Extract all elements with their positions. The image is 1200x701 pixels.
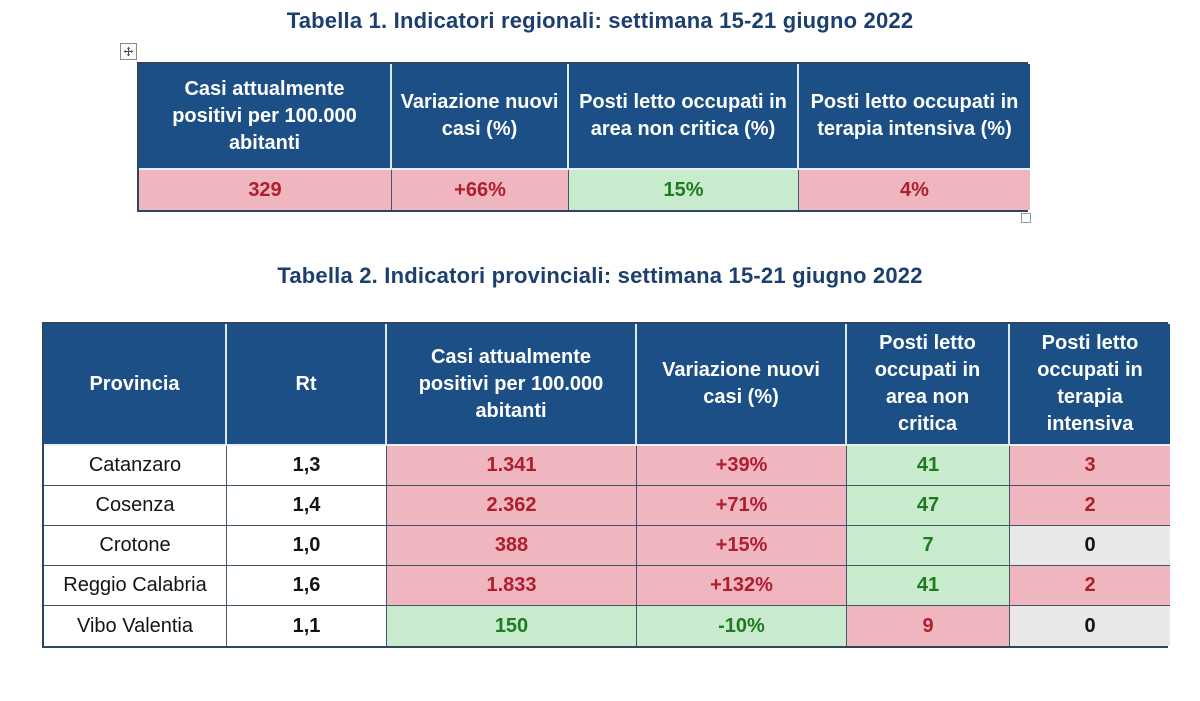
table1-value-variazione[interactable]: +66% (392, 170, 569, 210)
area-non-critica-cell[interactable]: 41 (847, 446, 1010, 486)
terapia-intensiva-cell[interactable]: 3 (1010, 446, 1170, 486)
casi-cell[interactable]: 388 (387, 526, 637, 566)
table1: Casi attualmente positivi per 100.000 ab… (137, 62, 1030, 212)
table-row-crotone: Crotone 1,0 388 +15% 7 0 (44, 526, 1170, 566)
area-non-critica-cell[interactable]: 9 (847, 606, 1010, 646)
variazione-cell[interactable]: +39% (637, 446, 847, 486)
table-move-handle-icon[interactable] (120, 43, 137, 60)
table1-title: Tabella 1. Indicatori regionali: settima… (286, 8, 914, 33)
move-arrows-glyph (123, 46, 134, 57)
table1-header-area-non-critica[interactable]: Posti letto occupati in area non critica… (569, 64, 799, 170)
casi-cell[interactable]: 1.833 (387, 566, 637, 606)
table2-header-row: Provincia Rt Casi attualmente positivi p… (44, 324, 1170, 446)
casi-cell[interactable]: 150 (387, 606, 637, 646)
table1-header-terapia-intensiva[interactable]: Posti letto occupati in terapia intensiv… (799, 64, 1030, 170)
terapia-intensiva-cell[interactable]: 0 (1010, 526, 1170, 566)
rt-cell[interactable]: 1,1 (227, 606, 387, 646)
variazione-cell[interactable]: +71% (637, 486, 847, 526)
table2-header-terapia-intensiva[interactable]: Posti letto occupati in terapia intensiv… (1010, 324, 1170, 446)
casi-cell[interactable]: 1.341 (387, 446, 637, 486)
table2-header-casi[interactable]: Casi attualmente positivi per 100.000 ab… (387, 324, 637, 446)
terapia-intensiva-cell[interactable]: 2 (1010, 486, 1170, 526)
area-non-critica-cell[interactable]: 47 (847, 486, 1010, 526)
table2-header-rt[interactable]: Rt (227, 324, 387, 446)
provincia-cell[interactable]: Crotone (44, 526, 227, 566)
rt-cell[interactable]: 1,4 (227, 486, 387, 526)
rt-cell[interactable]: 1,3 (227, 446, 387, 486)
area-non-critica-cell[interactable]: 41 (847, 566, 1010, 606)
table1-header-variazione[interactable]: Variazione nuovi casi (%) (392, 64, 569, 170)
provincia-cell[interactable]: Cosenza (44, 486, 227, 526)
table1-header-row: Casi attualmente positivi per 100.000 ab… (139, 64, 1030, 170)
provincia-cell[interactable]: Vibo Valentia (44, 606, 227, 646)
terapia-intensiva-cell[interactable]: 2 (1010, 566, 1170, 606)
table-row-cosenza: Cosenza 1,4 2.362 +71% 47 2 (44, 486, 1170, 526)
rt-cell[interactable]: 1,0 (227, 526, 387, 566)
table-row-catanzaro: Catanzaro 1,3 1.341 +39% 41 3 (44, 446, 1170, 486)
table1-value-casi[interactable]: 329 (139, 170, 392, 210)
provincia-cell[interactable]: Catanzaro (44, 446, 227, 486)
table2-title: Tabella 2. Indicatori provinciali: setti… (277, 263, 923, 288)
table-resize-handle-icon[interactable] (1021, 213, 1031, 223)
variazione-cell[interactable]: +132% (637, 566, 847, 606)
table2-header-area-non-critica[interactable]: Posti letto occupati in area non critica (847, 324, 1010, 446)
table2-header-variazione[interactable]: Variazione nuovi casi (%) (637, 324, 847, 446)
table-row-vibo-valentia: Vibo Valentia 1,1 150 -10% 9 0 (44, 606, 1170, 646)
area-non-critica-cell[interactable]: 7 (847, 526, 1010, 566)
provincia-cell[interactable]: Reggio Calabria (44, 566, 227, 606)
table2: Provincia Rt Casi attualmente positivi p… (42, 322, 1170, 648)
variazione-cell[interactable]: -10% (637, 606, 847, 646)
terapia-intensiva-cell[interactable]: 0 (1010, 606, 1170, 646)
table-row-reggio-calabria: Reggio Calabria 1,6 1.833 +132% 41 2 (44, 566, 1170, 606)
table1-value-area-non-critica[interactable]: 15% (569, 170, 799, 210)
variazione-cell[interactable]: +15% (637, 526, 847, 566)
table1-header-casi[interactable]: Casi attualmente positivi per 100.000 ab… (139, 64, 392, 170)
casi-cell[interactable]: 2.362 (387, 486, 637, 526)
table1-value-terapia-intensiva[interactable]: 4% (799, 170, 1030, 210)
table2-header-provincia[interactable]: Provincia (44, 324, 227, 446)
table1-value-row: 329 +66% 15% 4% (139, 170, 1030, 210)
rt-cell[interactable]: 1,6 (227, 566, 387, 606)
